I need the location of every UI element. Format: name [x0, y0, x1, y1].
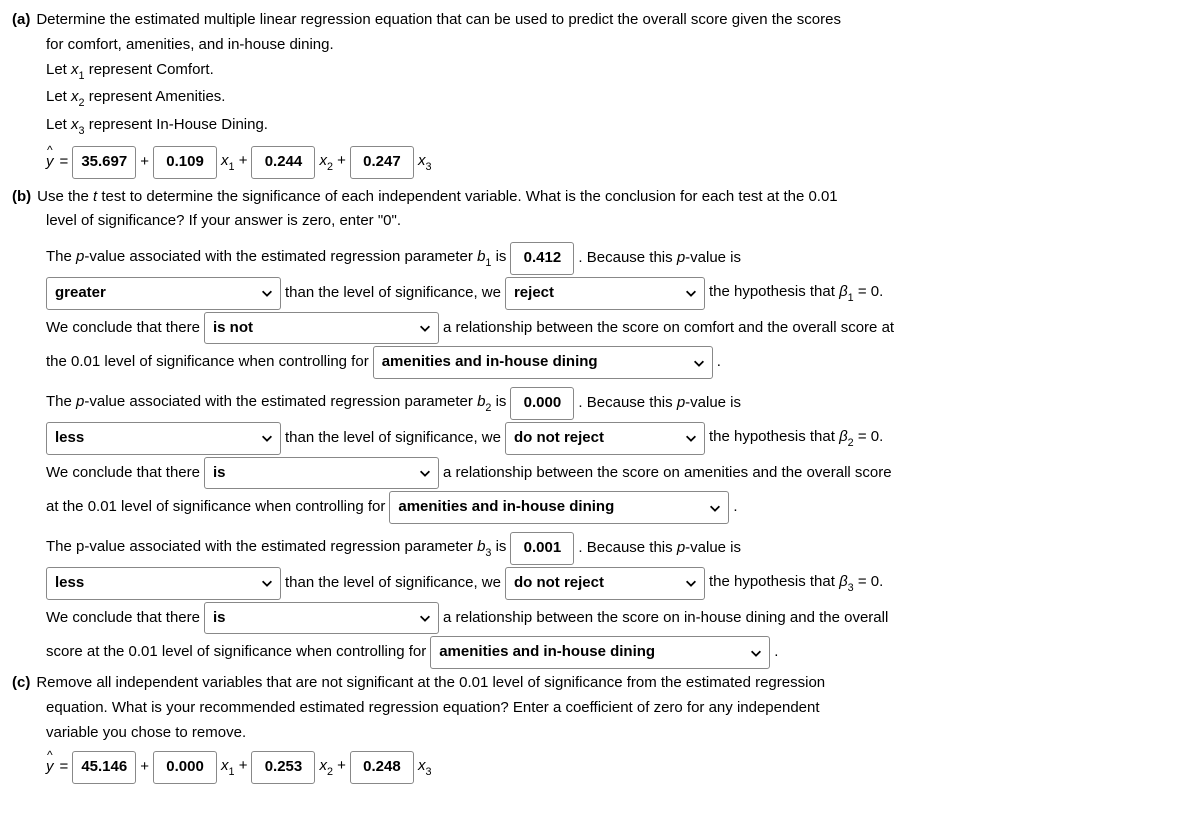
- part-c-text3: variable you chose to remove.: [46, 721, 1188, 746]
- b1-line3: We conclude that there is not a relation…: [46, 312, 1188, 345]
- b3-pvalue-input[interactable]: 0.001: [510, 532, 574, 565]
- part-c-text2: equation. What is your recommended estim…: [46, 696, 1188, 721]
- b3-controlling-select[interactable]: amenities and in-house dining: [430, 636, 770, 669]
- equation-c: y = 45.146 + 0.000 x1 + 0.253 x2 + 0.248…: [46, 751, 1188, 784]
- chevron-down-icon: [692, 356, 706, 370]
- chevron-down-icon: [260, 431, 274, 445]
- part-b-prompt-line1: (b) Use the t test to determine the sign…: [12, 185, 1188, 210]
- b1-comparison-select[interactable]: greater: [46, 277, 281, 310]
- b2-reject-select[interactable]: do not reject: [505, 422, 705, 455]
- b3-block: The p-value associated with the estimate…: [46, 532, 1188, 669]
- b3-line4: score at the 0.01 level of significance …: [46, 636, 1188, 669]
- b2-a-input[interactable]: 0.244: [251, 146, 315, 179]
- b1-a-input[interactable]: 0.109: [153, 146, 217, 179]
- chevron-down-icon: [684, 576, 698, 590]
- part-a-text1: Determine the estimated multiple linear …: [36, 8, 841, 33]
- let-x2: Let x2 represent Amenities.: [46, 85, 1188, 112]
- part-b-prompt-line2: level of significance? If your answer is…: [46, 209, 1188, 234]
- b3-comparison-select[interactable]: less: [46, 567, 281, 600]
- b1-line1: The p-value associated with the estimate…: [46, 242, 1188, 275]
- b1-reject-select[interactable]: reject: [505, 277, 705, 310]
- b2-comparison-select[interactable]: less: [46, 422, 281, 455]
- intercept-c-input[interactable]: 45.146: [72, 751, 136, 784]
- part-a: (a) Determine the estimated multiple lin…: [12, 8, 1188, 179]
- b2-line1: The p-value associated with the estimate…: [46, 387, 1188, 420]
- b1-line2: greater than the level of significance, …: [46, 277, 1188, 310]
- b3-line3: We conclude that there is a relationship…: [46, 602, 1188, 635]
- part-c-text1: Remove all independent variables that ar…: [36, 671, 825, 696]
- b1-line4: the 0.01 level of significance when cont…: [46, 346, 1188, 379]
- b1-c-input[interactable]: 0.000: [153, 751, 217, 784]
- part-c-label: (c): [12, 671, 30, 696]
- chevron-down-icon: [684, 286, 698, 300]
- b2-line2: less than the level of significance, we …: [46, 422, 1188, 455]
- b2-pvalue-input[interactable]: 0.000: [510, 387, 574, 420]
- chevron-down-icon: [418, 466, 432, 480]
- part-a-label: (a): [12, 8, 30, 33]
- chevron-down-icon: [418, 611, 432, 625]
- b3-isnot-select[interactable]: is: [204, 602, 439, 635]
- b3-c-input[interactable]: 0.248: [350, 751, 414, 784]
- intercept-a-input[interactable]: 35.697: [72, 146, 136, 179]
- b3-line2: less than the level of significance, we …: [46, 567, 1188, 600]
- part-a-text2: for comfort, amenities, and in-house din…: [46, 33, 1188, 58]
- b1-pvalue-input[interactable]: 0.412: [510, 242, 574, 275]
- b1-isnot-select[interactable]: is not: [204, 312, 439, 345]
- b2-line3: We conclude that there is a relationship…: [46, 457, 1188, 490]
- b2-controlling-select[interactable]: amenities and in-house dining: [389, 491, 729, 524]
- chevron-down-icon: [749, 646, 763, 660]
- chevron-down-icon: [418, 321, 432, 335]
- b2-line4: at the 0.01 level of significance when c…: [46, 491, 1188, 524]
- b3-a-input[interactable]: 0.247: [350, 146, 414, 179]
- b1-controlling-select[interactable]: amenities and in-house dining: [373, 346, 713, 379]
- b2-c-input[interactable]: 0.253: [251, 751, 315, 784]
- part-c-prompt-line1: (c) Remove all independent variables tha…: [12, 671, 1188, 696]
- chevron-down-icon: [260, 576, 274, 590]
- b2-isnot-select[interactable]: is: [204, 457, 439, 490]
- chevron-down-icon: [260, 286, 274, 300]
- yhat-symbol: y: [46, 755, 54, 780]
- b2-block: The p-value associated with the estimate…: [46, 387, 1188, 524]
- b1-block: The p-value associated with the estimate…: [46, 242, 1188, 379]
- part-b: (b) Use the t test to determine the sign…: [12, 185, 1188, 670]
- chevron-down-icon: [684, 431, 698, 445]
- let-x3: Let x3 represent In-House Dining.: [46, 113, 1188, 140]
- b3-reject-select[interactable]: do not reject: [505, 567, 705, 600]
- part-a-prompt-line1: (a) Determine the estimated multiple lin…: [12, 8, 1188, 33]
- equation-a: y = 35.697 + 0.109 x1 + 0.244 x2 + 0.247…: [46, 146, 1188, 179]
- part-b-label: (b): [12, 185, 31, 210]
- chevron-down-icon: [708, 501, 722, 515]
- let-x1: Let x1 represent Comfort.: [46, 58, 1188, 85]
- b3-line1: The p-value associated with the estimate…: [46, 532, 1188, 565]
- yhat-symbol: y: [46, 150, 54, 175]
- part-c: (c) Remove all independent variables tha…: [12, 671, 1188, 784]
